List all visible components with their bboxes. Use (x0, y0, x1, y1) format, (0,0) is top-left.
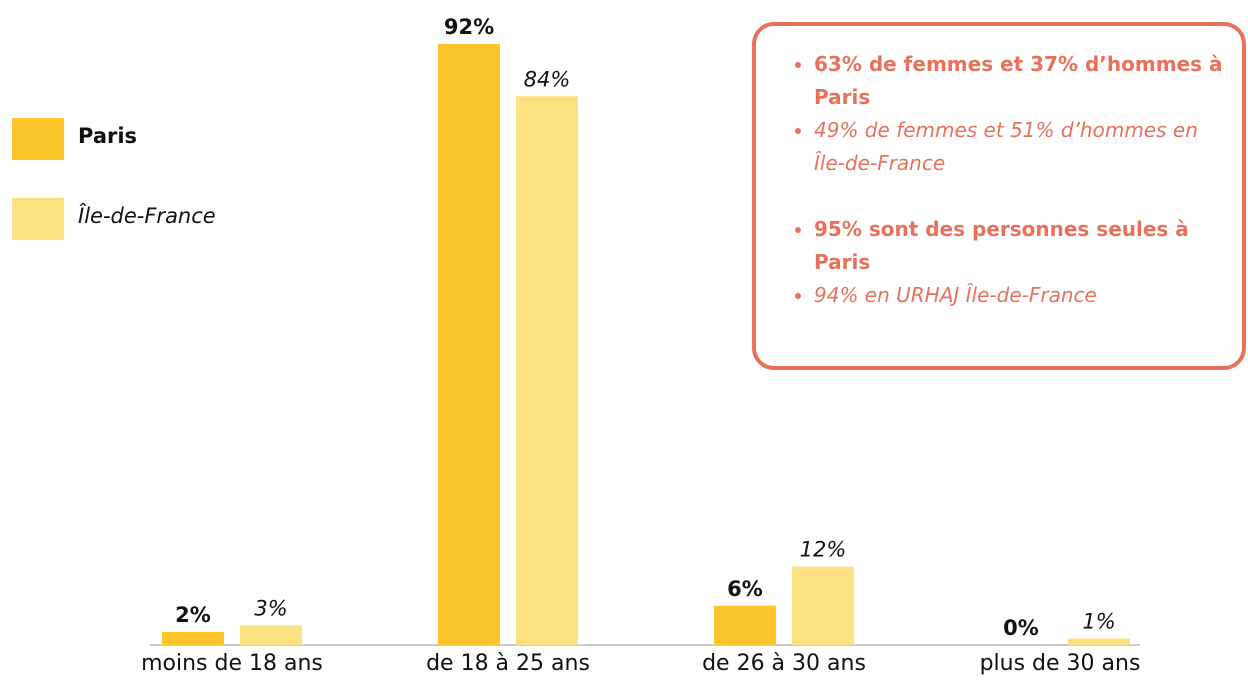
data-label: 6% (727, 577, 763, 601)
data-label: 3% (254, 596, 287, 620)
bar (516, 96, 578, 646)
legend-swatch (12, 198, 64, 240)
x-tick-label: de 18 à 25 ans (426, 651, 590, 676)
data-label: 0% (1003, 616, 1039, 640)
x-tick-label: moins de 18 ans (141, 651, 323, 676)
annotation-box: 63% de femmes et 37% d’hommes à Paris49%… (752, 22, 1246, 370)
data-label: 2% (175, 603, 211, 627)
x-tick-label: de 26 à 30 ans (702, 651, 866, 676)
bar (1068, 638, 1130, 645)
legend-label: Paris (78, 124, 137, 148)
bar (162, 631, 224, 645)
legend-swatch (12, 118, 64, 160)
data-label: 12% (800, 538, 847, 562)
bar (240, 625, 302, 645)
annotation-item: 63% de femmes et 37% d’hommes à Paris (814, 48, 1226, 114)
bar (438, 44, 500, 645)
annotation-item: 95% sont des personnes seules à Paris (814, 213, 1226, 279)
bar (792, 566, 854, 645)
data-label: 84% (524, 67, 571, 91)
data-label: 1% (1082, 609, 1115, 633)
bar (714, 605, 776, 645)
annotation-list: 63% de femmes et 37% d’hommes à Paris49%… (786, 48, 1226, 312)
legend-label: Île-de-France (78, 203, 216, 228)
x-tick-label: plus de 30 ans (980, 651, 1141, 676)
annotation-item: 49% de femmes et 51% d’hommes en Île-de-… (814, 114, 1226, 180)
annotation-item: 94% en URHAJ Île-de-France (814, 279, 1226, 312)
data-label: 92% (444, 15, 494, 39)
